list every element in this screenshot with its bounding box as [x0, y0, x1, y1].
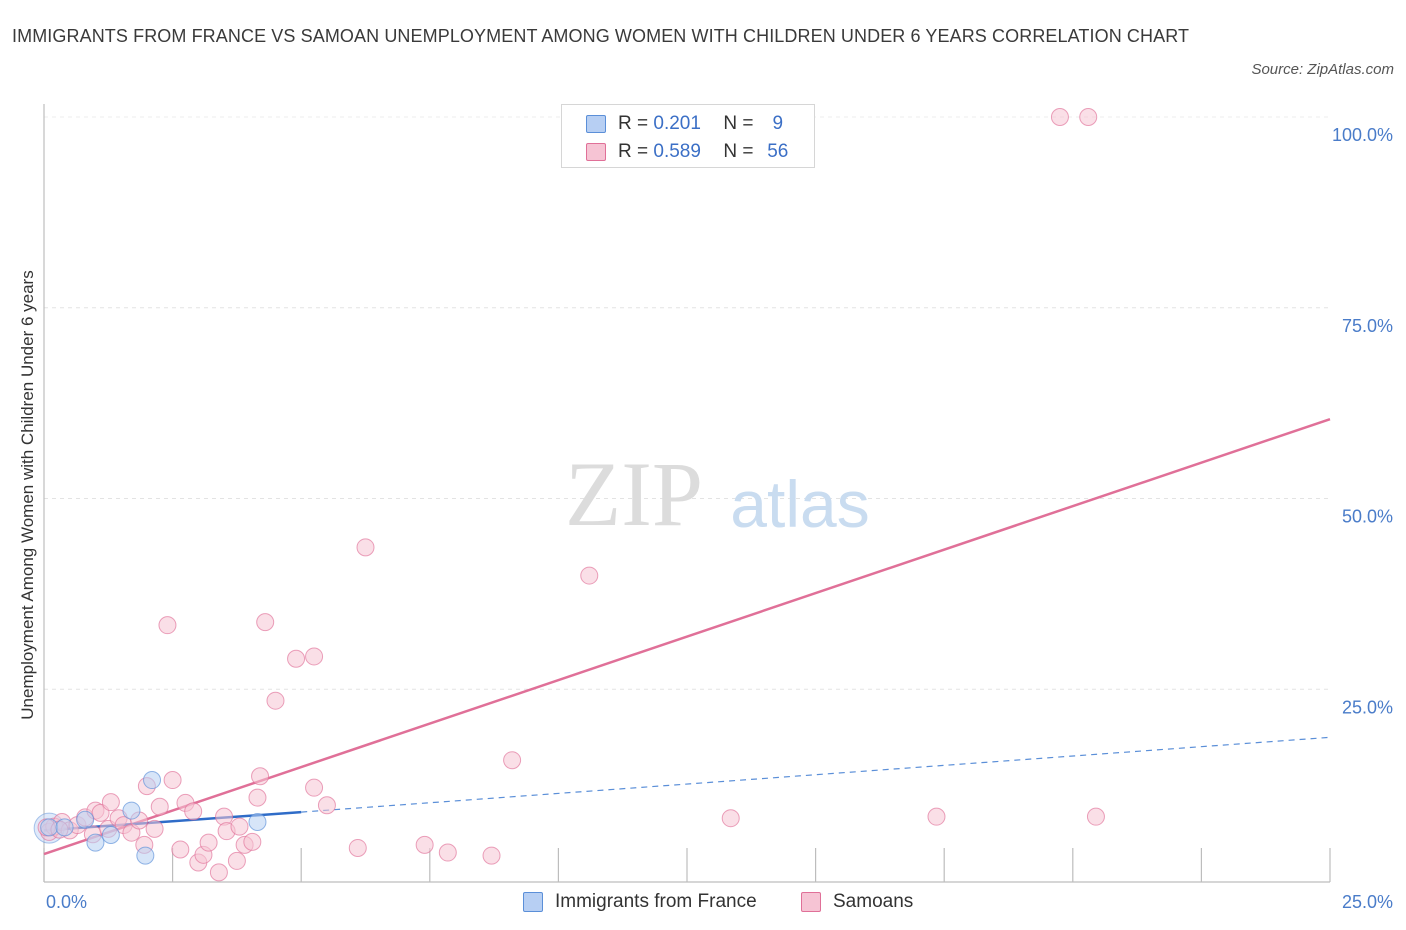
legend-swatch-samoans — [586, 143, 606, 161]
legend-row-france: R = 0.201 N = 9 — [586, 112, 797, 136]
legend-r-value-france: 0.201 — [653, 113, 701, 134]
axes — [43, 104, 1331, 883]
x-tick-label-max: 25.0% — [1342, 892, 1393, 912]
point-samoans-17 — [145, 819, 164, 838]
point-immigrants-from-france-8 — [248, 813, 267, 832]
trend-line-france-extrapolated — [301, 736, 1331, 813]
point-samoans-33 — [243, 832, 262, 851]
series-label-france: Immigrants from France — [555, 891, 757, 912]
point-samoans-45 — [438, 843, 457, 862]
legend-n-value-france: 9 — [772, 113, 784, 134]
tick-labels: 25.0% 50.0% 75.0% 100.0% 0.0% 25.0% — [46, 125, 1393, 912]
point-samoans-39 — [305, 647, 324, 666]
point-samoans-35 — [251, 767, 270, 786]
series-legend-samoans: Samoans — [801, 889, 913, 915]
point-samoans-40 — [305, 778, 324, 797]
point-samoans-48 — [580, 566, 599, 585]
point-samoans-42 — [348, 838, 367, 857]
point-samoans-26 — [199, 833, 218, 852]
point-immigrants-from-france-4 — [101, 825, 120, 844]
legend-swatch-france — [586, 115, 606, 133]
point-samoans-47 — [503, 751, 522, 770]
point-immigrants-from-france-3 — [86, 833, 105, 852]
point-immigrants-from-france-5 — [122, 801, 141, 820]
point-samoans-34 — [248, 788, 267, 807]
point-samoans-52 — [1079, 108, 1098, 126]
point-samoans-30 — [227, 851, 246, 870]
point-samoans-31 — [230, 817, 249, 836]
source-label: Source: ZipAtlas.com — [1251, 61, 1394, 78]
data-points — [33, 108, 1105, 882]
point-samoans-18 — [150, 797, 169, 816]
point-samoans-43 — [356, 538, 375, 557]
point-samoans-51 — [1050, 108, 1069, 126]
point-samoans-49 — [721, 809, 740, 828]
point-immigrants-from-france-0 — [40, 818, 59, 837]
point-samoans-50 — [927, 807, 946, 826]
point-samoans-46 — [482, 846, 501, 865]
point-immigrants-from-france-1 — [55, 818, 74, 837]
point-samoans-10 — [101, 793, 120, 812]
watermark-atlas: atlas — [730, 467, 869, 541]
point-immigrants-from-france-6 — [143, 771, 162, 790]
correlation-legend: R = 0.201 N = 9 R = 0.589 N = 56 — [561, 104, 815, 168]
point-immigrants-from-france-2 — [76, 810, 95, 829]
point-samoans-20 — [163, 771, 182, 790]
legend-r-label: R = — [618, 141, 649, 162]
x-tick-label-min: 0.0% — [46, 892, 87, 912]
watermark-zip: ZIP — [565, 443, 703, 545]
point-samoans-41 — [317, 796, 336, 815]
chart-title: IMMIGRANTS FROM FRANCE VS SAMOAN UNEMPLO… — [12, 26, 1190, 46]
series-swatch-samoans — [801, 892, 821, 912]
point-samoans-38 — [287, 649, 306, 668]
legend-r-value-samoans: 0.589 — [653, 141, 701, 162]
legend-row-samoans: R = 0.589 N = 56 — [586, 140, 797, 164]
gridlines — [44, 116, 1330, 690]
point-samoans-27 — [209, 863, 228, 882]
point-samoans-44 — [415, 835, 434, 854]
point-samoans-23 — [184, 802, 203, 821]
point-immigrants-from-france-7 — [136, 846, 155, 865]
series-swatch-france — [523, 892, 543, 912]
legend-n-value-samoans: 56 — [767, 141, 789, 162]
point-samoans-36 — [256, 613, 275, 632]
y-tick-label-25: 25.0% — [1342, 697, 1393, 717]
y-tick-label-50: 50.0% — [1342, 507, 1393, 527]
y-tick-label-75: 75.0% — [1342, 316, 1393, 336]
legend-n-label: N = — [723, 141, 754, 162]
series-label-samoans: Samoans — [833, 891, 914, 912]
watermark: ZIP atlas — [565, 443, 870, 545]
y-tick-label-100: 100.0% — [1332, 125, 1393, 145]
point-samoans-19 — [158, 616, 177, 635]
point-samoans-53 — [1086, 807, 1105, 826]
series-legend-france: Immigrants from France — [523, 889, 757, 915]
legend-r-label: R = — [618, 113, 649, 134]
legend-n-label: N = — [723, 113, 754, 134]
point-samoans-21 — [171, 840, 190, 859]
point-samoans-37 — [266, 691, 285, 710]
